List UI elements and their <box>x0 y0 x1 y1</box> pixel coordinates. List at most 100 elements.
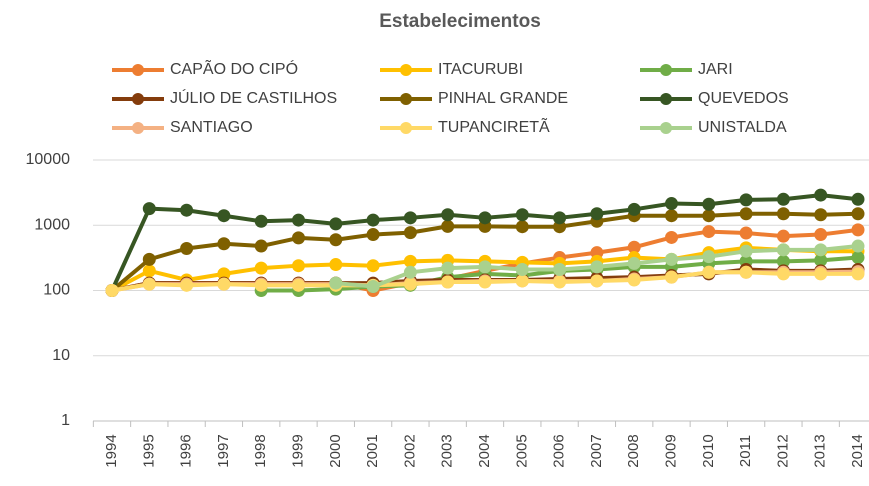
data-point <box>665 252 678 266</box>
y-tick-label: 100 <box>43 282 70 299</box>
x-tick-label: 2007 <box>588 434 605 467</box>
legend-label: CAPÃO DO CIPÓ <box>170 58 298 78</box>
y-tick-label: 10 <box>52 347 70 364</box>
data-point <box>180 278 194 292</box>
legend-marker <box>660 64 672 76</box>
data-point <box>142 202 156 216</box>
data-point <box>776 254 790 268</box>
data-point <box>553 275 567 289</box>
data-point <box>142 252 156 266</box>
y-tick-label: 10000 <box>26 151 71 168</box>
data-point <box>776 207 790 221</box>
data-point <box>515 208 529 222</box>
data-point <box>739 244 753 258</box>
legend-marker <box>132 122 144 134</box>
data-point <box>627 240 641 254</box>
data-point <box>366 213 380 227</box>
data-point <box>441 261 455 275</box>
data-point <box>292 213 305 227</box>
data-point <box>851 251 865 265</box>
data-point <box>515 220 529 234</box>
data-point <box>702 250 716 264</box>
data-point <box>851 207 865 221</box>
legend-marker <box>400 122 412 134</box>
data-point <box>814 243 828 257</box>
x-tick-label: 2001 <box>364 434 381 467</box>
data-point <box>702 265 716 279</box>
data-point <box>776 243 790 257</box>
data-point <box>441 208 455 222</box>
data-point <box>739 226 753 240</box>
legend-marker <box>132 93 144 105</box>
x-tick-label: 2000 <box>327 434 344 467</box>
data-point <box>702 225 716 239</box>
legend-label: SANTIAGO <box>170 119 253 136</box>
data-point <box>441 219 455 233</box>
x-tick-label: 2003 <box>439 434 456 467</box>
chart-title: Estabelecimentos <box>379 11 541 32</box>
data-point <box>180 242 194 256</box>
data-point <box>403 277 417 291</box>
data-point <box>665 209 678 223</box>
data-point <box>851 267 865 281</box>
x-tick-label: 2006 <box>551 434 568 467</box>
data-point <box>814 253 828 267</box>
data-point <box>329 233 343 247</box>
data-point <box>851 223 865 237</box>
data-point <box>105 284 119 297</box>
data-point <box>814 228 828 242</box>
data-point <box>329 258 343 272</box>
data-point <box>553 262 567 276</box>
data-point <box>366 259 380 273</box>
data-point <box>851 192 865 206</box>
x-tick-label: 2008 <box>625 434 642 467</box>
data-point <box>292 278 305 292</box>
legend-label: JARI <box>698 61 733 78</box>
data-point <box>254 278 268 292</box>
legend-label: PINHAL GRANDE <box>438 90 568 107</box>
data-point <box>553 220 567 234</box>
x-tick-label: 1998 <box>252 434 269 467</box>
data-point <box>553 211 567 225</box>
data-point <box>814 208 828 222</box>
x-tick-label: 1999 <box>289 434 306 467</box>
data-point <box>403 211 417 225</box>
data-point <box>590 260 604 274</box>
data-point <box>814 188 828 202</box>
data-point <box>590 274 604 288</box>
data-point <box>217 277 231 291</box>
data-point <box>739 265 753 279</box>
data-point <box>217 237 231 251</box>
data-point <box>590 207 604 221</box>
data-point <box>254 239 268 253</box>
data-point <box>627 256 641 270</box>
data-point <box>515 274 529 288</box>
x-tick-label: 2014 <box>849 434 866 467</box>
x-tick-label: 1996 <box>178 434 195 467</box>
legend-label: ITACURUBI <box>438 61 523 78</box>
data-point <box>366 228 380 242</box>
x-tick-label: 1997 <box>215 434 232 467</box>
data-point <box>739 207 753 221</box>
data-point <box>627 202 641 216</box>
data-point <box>776 267 790 281</box>
x-tick-label: 2013 <box>812 434 829 467</box>
data-point <box>665 230 678 244</box>
legend-label: UNISTALDA <box>698 119 787 136</box>
data-point <box>478 260 492 274</box>
x-tick-label: 1995 <box>140 434 157 467</box>
data-point <box>478 275 492 289</box>
data-point <box>366 280 380 294</box>
legend-marker <box>660 122 672 134</box>
data-point <box>329 276 343 290</box>
data-point <box>776 229 790 243</box>
data-point <box>739 193 753 207</box>
legend-label: QUEVEDOS <box>698 90 789 107</box>
data-point <box>142 277 156 291</box>
data-point <box>665 270 678 284</box>
legend-label: JÚLIO DE CASTILHOS <box>170 88 337 107</box>
legend-label: TUPANCIRETÃ <box>438 116 550 136</box>
legend-marker <box>660 93 672 105</box>
data-point <box>627 273 641 287</box>
x-tick-label: 2004 <box>476 434 493 467</box>
